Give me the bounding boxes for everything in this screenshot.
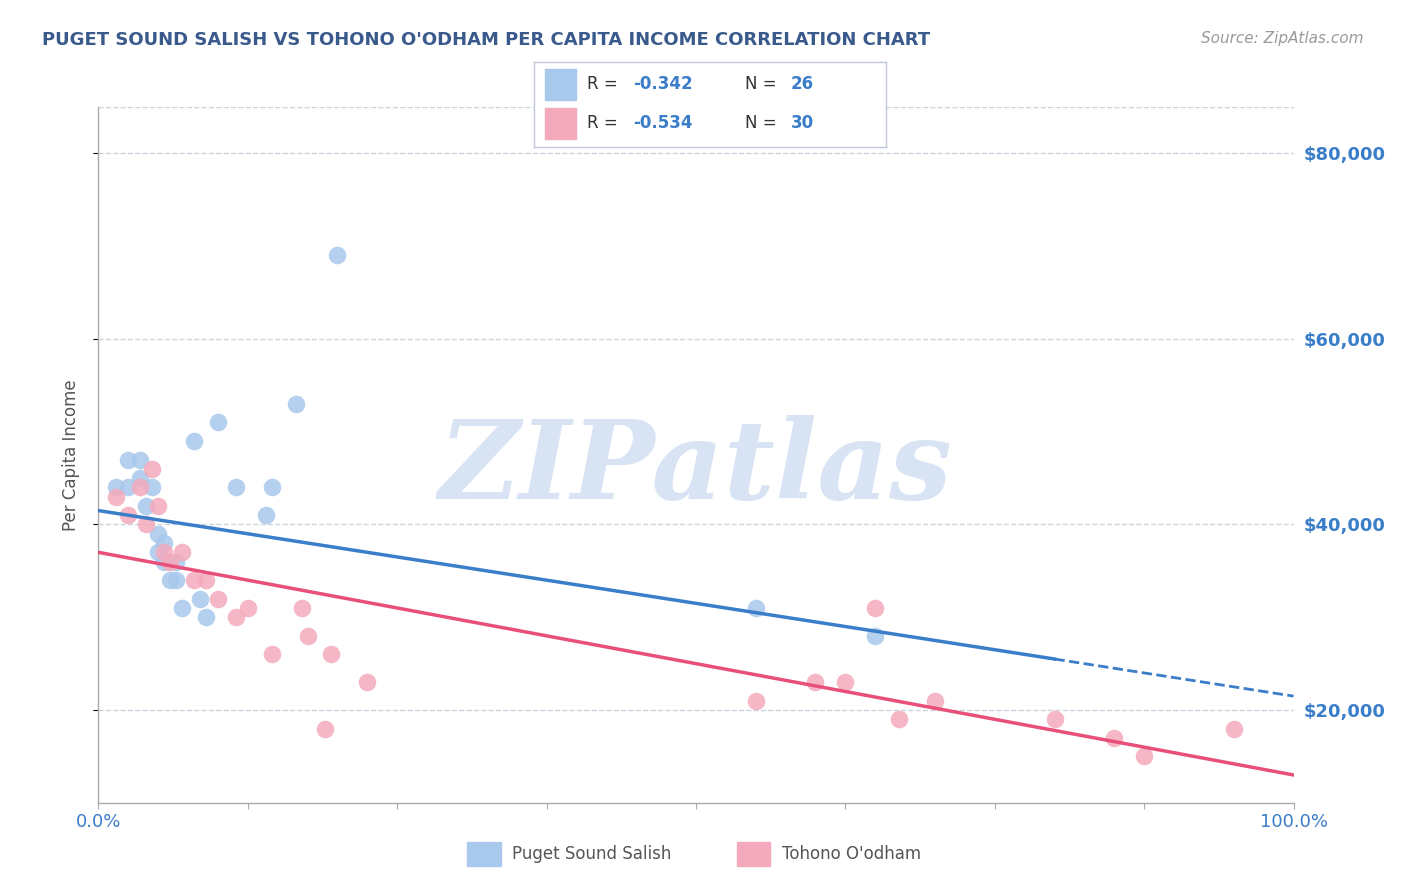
Point (260, 480, 283, 494)
Point (356, 675, 378, 690)
Point (863, 601, 887, 615)
Point (165, 573, 187, 587)
Point (1222, 722, 1246, 736)
Point (117, 508, 139, 523)
Point (254, 508, 277, 523)
Point (1043, 712, 1066, 726)
Point (236, 601, 259, 615)
Point (153, 536, 176, 550)
Point (194, 610, 218, 624)
Point (153, 545, 176, 559)
Point (207, 416, 229, 430)
Point (326, 248, 349, 262)
Point (297, 629, 319, 643)
Point (834, 675, 856, 690)
Point (141, 480, 163, 494)
Point (291, 601, 314, 615)
Text: 30: 30 (790, 114, 814, 132)
Point (159, 573, 181, 587)
Point (165, 555, 187, 569)
Y-axis label: Per Capita Income: Per Capita Income (62, 379, 80, 531)
Text: N =: N = (745, 76, 782, 94)
Point (1102, 731, 1125, 745)
Point (183, 434, 205, 448)
Point (135, 517, 157, 532)
Point (148, 545, 170, 559)
Point (105, 480, 128, 494)
Text: Puget Sound Salish: Puget Sound Salish (512, 845, 671, 863)
Point (183, 573, 205, 587)
Point (117, 452, 139, 467)
Text: 26: 26 (790, 76, 814, 94)
Point (148, 526, 170, 541)
Bar (467, 842, 501, 866)
Point (105, 490, 128, 504)
Point (260, 648, 283, 662)
Point (1133, 749, 1156, 764)
Point (321, 648, 343, 662)
Point (315, 722, 337, 736)
Text: Tohono O'odham: Tohono O'odham (782, 845, 921, 863)
Bar (737, 842, 770, 866)
Text: -0.342: -0.342 (633, 76, 692, 94)
Point (889, 712, 911, 726)
Text: R =: R = (588, 76, 623, 94)
Text: Source: ZipAtlas.com: Source: ZipAtlas.com (1201, 31, 1364, 46)
Bar (544, 70, 576, 100)
Point (745, 694, 768, 708)
Bar (544, 108, 576, 139)
Point (141, 462, 163, 476)
Point (153, 555, 176, 569)
Text: ZIPatlas: ZIPatlas (439, 415, 953, 523)
Point (863, 629, 887, 643)
Point (188, 591, 211, 606)
Text: -0.534: -0.534 (633, 114, 692, 132)
Point (135, 499, 157, 513)
Point (129, 471, 152, 485)
Point (924, 694, 946, 708)
Text: R =: R = (588, 114, 623, 132)
Point (804, 675, 827, 690)
Point (129, 480, 152, 494)
Point (159, 555, 181, 569)
Point (225, 480, 247, 494)
Text: PUGET SOUND SALISH VS TOHONO O'ODHAM PER CAPITA INCOME CORRELATION CHART: PUGET SOUND SALISH VS TOHONO O'ODHAM PER… (42, 31, 931, 49)
Point (745, 601, 768, 615)
Text: N =: N = (745, 114, 782, 132)
Point (172, 601, 194, 615)
Point (129, 452, 152, 467)
Point (194, 573, 218, 587)
Point (172, 545, 194, 559)
Point (284, 397, 307, 411)
Point (225, 610, 247, 624)
Point (148, 499, 170, 513)
Point (117, 480, 139, 494)
Point (207, 591, 229, 606)
